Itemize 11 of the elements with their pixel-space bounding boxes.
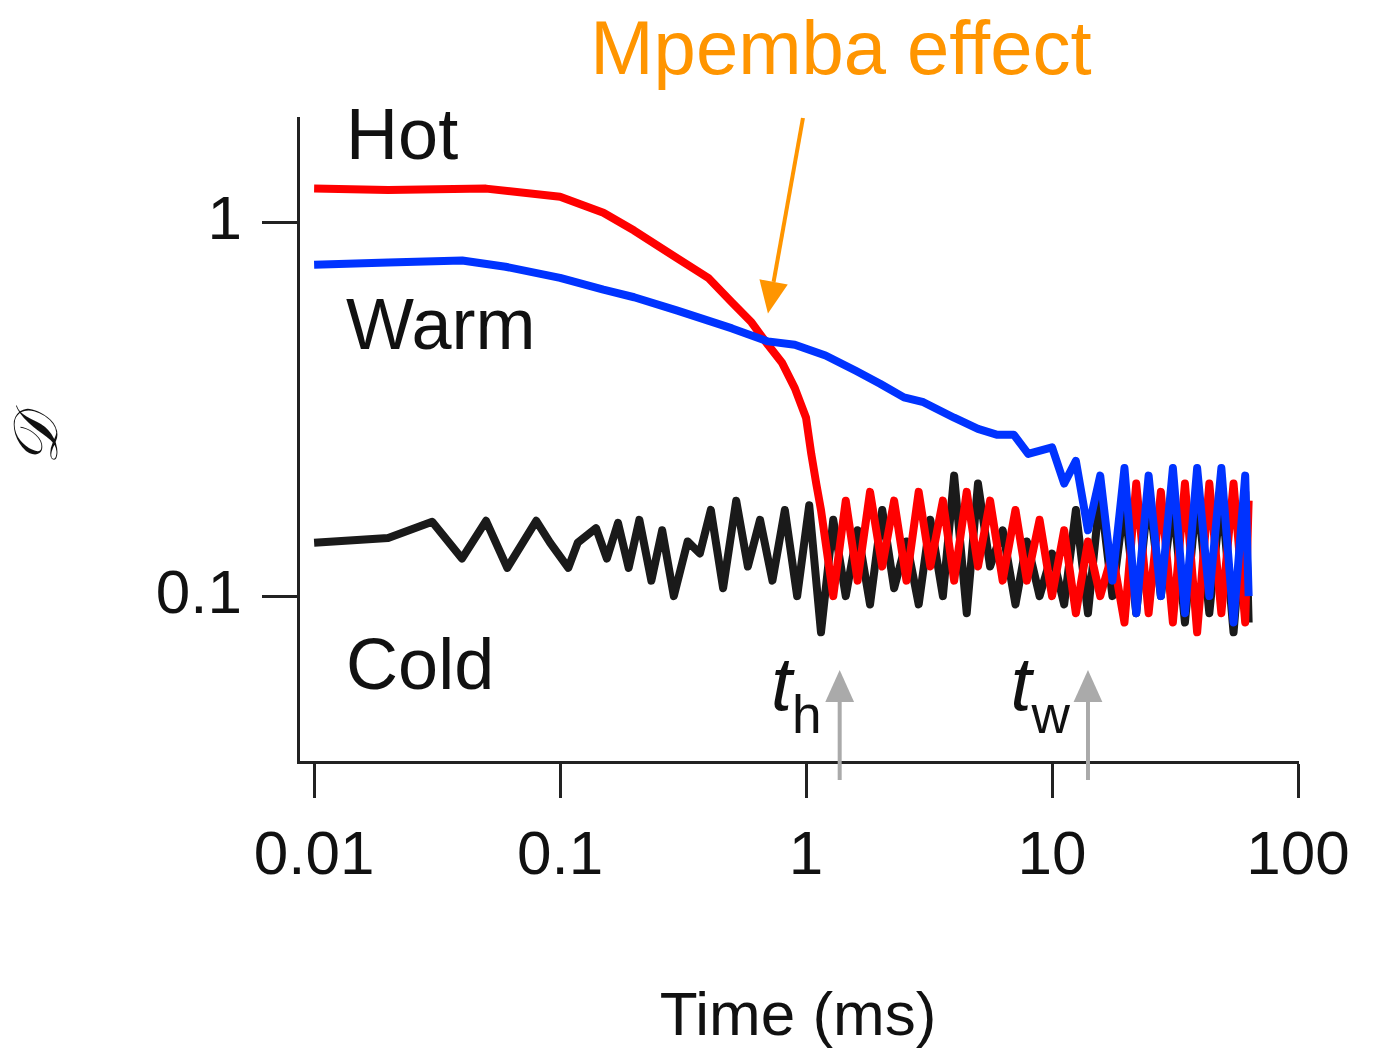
- x-tick-label: 10: [1017, 818, 1087, 888]
- x-tick-label: 0.1: [516, 818, 604, 888]
- x-tick-label: 1: [788, 818, 824, 888]
- y-axis-title: 𝒟: [0, 404, 73, 465]
- x-tick-label: 0.01: [253, 818, 375, 888]
- x-axis-title: Time (ms): [659, 978, 937, 1048]
- series-label: Warm: [346, 283, 536, 364]
- series-label: Cold: [346, 623, 495, 704]
- x-tick-label: 100: [1246, 818, 1350, 888]
- series-label: Hot: [346, 93, 459, 174]
- text: Mpemba effect: [590, 5, 1092, 90]
